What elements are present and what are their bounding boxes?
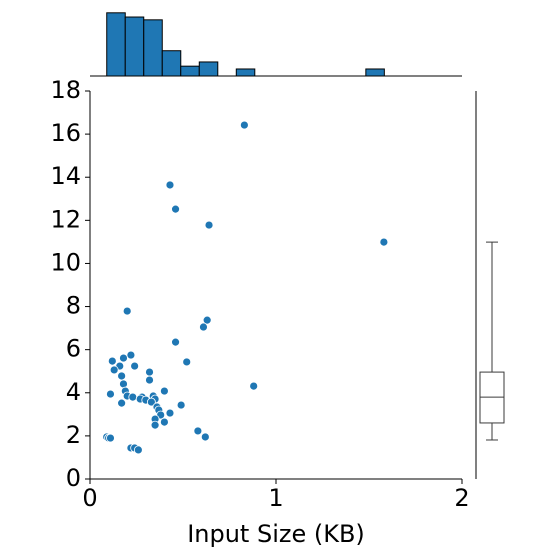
y-tick-label: 10 (50, 248, 81, 276)
hist-bar (180, 65, 200, 77)
y-tick-label: 12 (50, 205, 81, 233)
point (145, 367, 154, 377)
x-tick-label: 0 (82, 484, 97, 512)
hist-bar (198, 61, 219, 77)
y-tick-label: 8 (66, 292, 81, 320)
point (193, 426, 203, 436)
point (202, 315, 212, 325)
point (117, 371, 127, 381)
point (182, 357, 192, 367)
point (130, 361, 140, 371)
point (106, 389, 115, 399)
point (122, 306, 132, 316)
hist-bar (143, 19, 163, 77)
y-tick-label: 2 (66, 421, 81, 449)
point (239, 120, 249, 130)
x-tick-label: 1 (268, 484, 283, 512)
x-axis-label: Input Size (KB) (187, 520, 365, 548)
hist-bar (106, 12, 126, 77)
y-tick-label: 14 (50, 162, 81, 190)
point (171, 204, 180, 214)
point (119, 353, 128, 363)
point (249, 381, 259, 391)
point (107, 356, 117, 366)
point (128, 392, 138, 402)
point (150, 420, 160, 430)
point (165, 408, 175, 418)
point (176, 400, 186, 410)
point (204, 220, 214, 230)
point (109, 365, 119, 375)
point (171, 337, 180, 347)
point (165, 180, 175, 190)
point (146, 397, 156, 407)
point (133, 445, 143, 455)
point (126, 350, 136, 360)
x-tick-label: 2 (454, 484, 469, 512)
hist-bar (161, 50, 182, 77)
y-tick-label: 4 (66, 378, 81, 406)
y-tick-label: 6 (66, 335, 81, 363)
point (106, 433, 115, 443)
point (200, 432, 210, 442)
point (159, 386, 169, 396)
hist-bar (235, 68, 256, 77)
hist-bar (365, 68, 385, 77)
y-tick-label: 16 (50, 119, 81, 147)
point (119, 379, 128, 389)
y-tick-label: 18 (50, 76, 81, 104)
point (159, 417, 169, 427)
point (117, 398, 127, 408)
y-tick-label: 0 (66, 464, 81, 492)
point (379, 237, 389, 247)
point (145, 375, 154, 385)
point (199, 322, 208, 332)
hist-bar (124, 16, 145, 77)
